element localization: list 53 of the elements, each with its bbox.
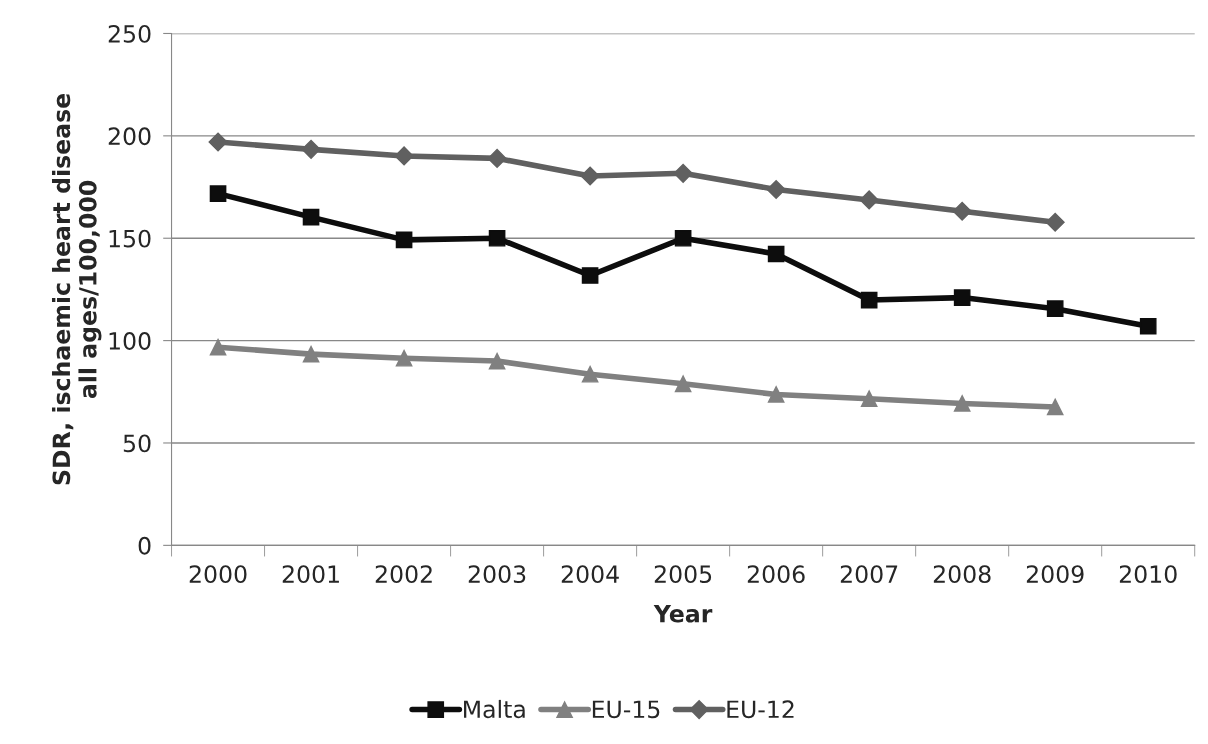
point	[394, 146, 414, 166]
point	[953, 395, 971, 412]
x-tick-label: 2006	[747, 565, 805, 584]
y-tick-label: 250	[108, 24, 151, 43]
point	[301, 139, 321, 159]
y-tick-label: 0	[138, 536, 151, 555]
point	[673, 163, 693, 183]
x-tick-label: 2005	[654, 565, 712, 584]
legend-label: Malta	[464, 699, 525, 719]
point	[302, 345, 320, 363]
point	[767, 245, 785, 263]
point	[302, 208, 320, 226]
legend-label: EU-15	[592, 700, 660, 719]
x-tick-label: 2002	[375, 565, 432, 584]
point	[953, 289, 971, 306]
x-tick-label: 2010	[1119, 565, 1177, 584]
legend-label: EU-12	[727, 700, 794, 719]
point	[1046, 398, 1064, 416]
point	[488, 352, 506, 370]
point	[860, 390, 878, 408]
point	[395, 231, 413, 249]
point	[1139, 317, 1157, 335]
x-axis-title: Year	[653, 605, 713, 623]
point	[1045, 212, 1065, 232]
point	[580, 166, 600, 186]
point	[766, 179, 786, 200]
y-tick-label: 100	[109, 332, 151, 350]
point	[208, 132, 228, 152]
x-tick-label: 2004	[561, 565, 619, 584]
y-tick-label: 200	[108, 127, 151, 146]
point	[487, 148, 507, 168]
x-tick-label: 2007	[840, 565, 898, 584]
x-tick-label: 2001	[282, 565, 339, 584]
point	[1046, 300, 1064, 317]
x-tick-label: 2008	[933, 565, 991, 584]
point	[488, 229, 506, 247]
point	[952, 201, 972, 221]
point	[674, 375, 692, 393]
point	[581, 267, 599, 284]
point	[581, 365, 599, 383]
y-axis-title: SDR, ischaemic heart disease all ages/100,000	[51, 93, 102, 485]
point	[859, 190, 879, 210]
x-tick-label: 2003	[468, 565, 526, 584]
point	[395, 349, 413, 367]
point	[860, 291, 878, 309]
x-tick-label: 2009	[1026, 565, 1084, 584]
y-tick-label: 50	[123, 434, 151, 453]
point	[209, 338, 227, 356]
y-tick-label: 150	[109, 229, 151, 248]
point	[209, 185, 227, 202]
point	[674, 229, 692, 247]
point	[767, 386, 785, 403]
x-tick-label: 2000	[189, 565, 247, 584]
